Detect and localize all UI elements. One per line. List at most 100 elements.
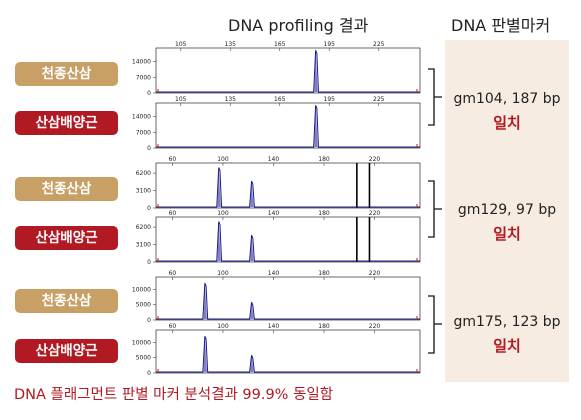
footer-summary: DNA 플래그먼트 판별 마커 분석결과 99.9% 동일함 <box>14 387 334 403</box>
marker-3-text: gm175, 123 bp <box>453 314 561 330</box>
x-tick-label-1-2: 165 <box>274 41 286 48</box>
x-tick-label-6-0: 60 <box>169 323 177 330</box>
trace-4 <box>156 221 420 262</box>
chart-4: 60 100 140 180 220 0 3100 6200 <box>136 210 421 266</box>
x-tick-label-1-0: 105 <box>175 41 187 48</box>
label-wild-2: 천종산삼 <box>15 177 118 201</box>
x-tick-label-6-2: 140 <box>268 323 280 330</box>
peak-6-0 <box>203 336 207 372</box>
peak-5-1 <box>250 302 254 319</box>
y-tick-label-2-2: 14000 <box>132 114 151 121</box>
x-tick-label-5-3: 180 <box>318 270 330 277</box>
chart-5-frame <box>155 276 421 321</box>
label-wild-3: 천종산삼 <box>15 289 118 313</box>
chart-1-frame <box>155 47 421 94</box>
x-tick-label-2-3: 195 <box>324 96 336 103</box>
x-tick-label-3-3: 180 <box>318 156 330 163</box>
y-tick-label-5-0: 0 <box>147 317 151 324</box>
trace-1 <box>156 50 420 93</box>
chart-4-frame <box>155 216 421 263</box>
chart-2: 105 135 165 195 225 0 7000 14000 <box>132 96 421 152</box>
x-tick-label-2-1: 135 <box>225 96 237 103</box>
x-tick-label-6-3: 180 <box>318 323 330 330</box>
peak-4-0 <box>217 221 221 261</box>
marker-2-match: 일치 <box>493 225 521 243</box>
x-tick-label-3-1: 100 <box>217 156 229 163</box>
marker-header: DNA 판별마커 <box>451 16 551 35</box>
peak-3-0 <box>217 167 221 207</box>
x-tick-label-4-4: 220 <box>369 210 381 217</box>
label-cultivated-2: 산삼배양근 <box>15 226 118 250</box>
peak-4-1 <box>250 235 254 261</box>
label-cultivated-3: 산삼배양근 <box>15 339 118 363</box>
peak-3-1 <box>250 181 254 207</box>
marker-2-text: gm129, 97 bp <box>457 202 557 218</box>
x-tick-label-6-1: 100 <box>217 323 229 330</box>
x-tick-label-5-1: 100 <box>217 270 229 277</box>
brackets <box>428 68 442 354</box>
x-tick-label-3-0: 60 <box>169 156 177 163</box>
label-cultivated-1: 산삼배양근 <box>15 111 118 135</box>
marker-3: gm175, 123 bp 일치 <box>445 314 569 356</box>
trace-3 <box>156 167 420 208</box>
bracket-2 <box>428 180 442 238</box>
y-tick-label-5-1: 5000 <box>136 302 151 309</box>
profiling-header: DNA profiling 결과 <box>228 16 369 35</box>
trace-5 <box>156 282 420 320</box>
x-tick-label-1-3: 195 <box>324 41 336 48</box>
trace-2 <box>156 105 420 148</box>
chart-3-frame <box>155 162 421 209</box>
marker-2: gm129, 97 bp 일치 <box>445 202 569 244</box>
y-tick-label-2-0: 0 <box>147 145 151 152</box>
chart-6: 60 100 140 180 220 0 5000 10000 <box>132 323 421 377</box>
x-tick-label-1-4: 225 <box>373 41 385 48</box>
x-tick-label-3-4: 220 <box>369 156 381 163</box>
x-tick-label-4-3: 180 <box>318 210 330 217</box>
y-tick-label-5-2: 10000 <box>132 286 151 293</box>
y-tick-label-2-1: 7000 <box>136 129 151 136</box>
chart-6-frame <box>155 329 421 374</box>
marker-3-match: 일치 <box>493 337 521 355</box>
y-tick-label-1-2: 14000 <box>132 59 151 66</box>
x-tick-label-6-4: 220 <box>369 323 381 330</box>
x-tick-label-2-0: 105 <box>175 96 187 103</box>
label-wild-1: 천종산삼 <box>15 62 118 86</box>
trace-6 <box>156 335 420 373</box>
y-tick-label-4-1: 3100 <box>136 242 151 249</box>
x-tick-label-4-2: 140 <box>268 210 280 217</box>
x-tick-label-1-1: 135 <box>225 41 237 48</box>
peak-5-0 <box>203 283 207 319</box>
marker-panel <box>445 40 569 382</box>
chart-1: 105 135 165 195 225 0 7000 14000 <box>132 41 421 97</box>
peak-2-0 <box>314 105 318 147</box>
y-tick-label-1-0: 0 <box>147 90 151 97</box>
y-tick-label-6-1: 5000 <box>136 355 151 362</box>
x-tick-label-4-0: 60 <box>169 210 177 217</box>
marker-1-match: 일치 <box>493 114 521 132</box>
bracket-1 <box>428 68 442 126</box>
x-tick-label-2-2: 165 <box>274 96 286 103</box>
y-tick-label-3-1: 3100 <box>136 188 151 195</box>
marker-1: gm104, 187 bp 일치 <box>445 91 569 133</box>
chart-5: 60 100 140 180 220 0 5000 10000 <box>132 270 421 324</box>
chart-2-frame <box>155 102 421 149</box>
y-tick-label-6-2: 10000 <box>132 339 151 346</box>
y-tick-label-3-2: 6200 <box>136 170 151 177</box>
peak-6-1 <box>250 355 254 372</box>
peak-1-0 <box>314 50 318 92</box>
x-tick-label-2-4: 225 <box>373 96 385 103</box>
x-tick-label-5-2: 140 <box>268 270 280 277</box>
x-tick-label-4-1: 100 <box>217 210 229 217</box>
x-tick-label-3-2: 140 <box>268 156 280 163</box>
y-tick-label-4-0: 0 <box>147 259 151 266</box>
chart-3: 60 100 140 180 220 0 3100 6200 <box>136 156 421 212</box>
x-tick-label-5-0: 60 <box>169 270 177 277</box>
y-tick-label-3-0: 0 <box>147 205 151 212</box>
y-tick-label-1-1: 7000 <box>136 74 151 81</box>
bracket-3 <box>428 295 442 354</box>
y-tick-label-6-0: 0 <box>147 370 151 377</box>
x-tick-label-5-4: 220 <box>369 270 381 277</box>
marker-1-text: gm104, 187 bp <box>453 91 561 107</box>
y-tick-label-4-2: 6200 <box>136 224 151 231</box>
